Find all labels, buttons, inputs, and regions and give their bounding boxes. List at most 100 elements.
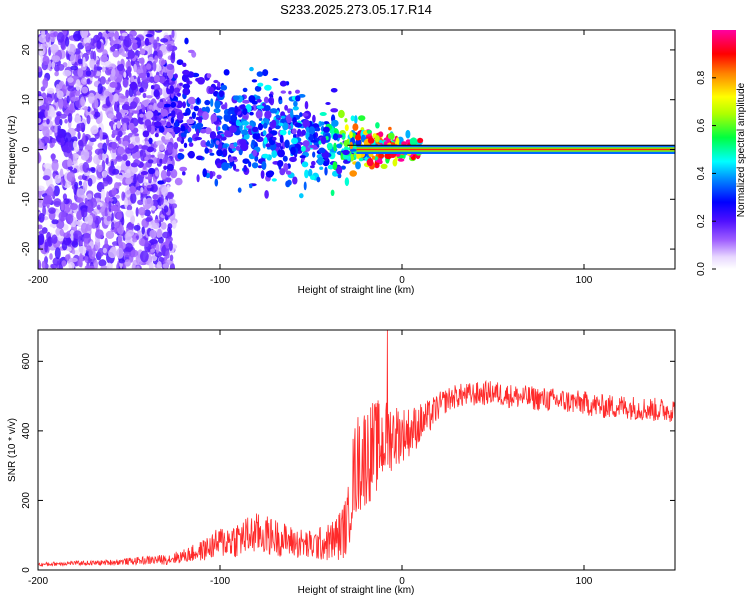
- heatmap-blob: [115, 155, 122, 160]
- heatmap-blob: [168, 241, 173, 252]
- heatmap-blob: [318, 147, 326, 154]
- snr-y-tick-label: 0: [21, 567, 32, 573]
- heatmap-blob: [67, 113, 73, 123]
- heatmap-blob: [135, 135, 140, 143]
- heatmap-blob: [97, 83, 103, 95]
- heatmap-blob: [74, 127, 82, 132]
- heatmap-blob: [70, 53, 76, 65]
- heatmap-blob: [51, 160, 59, 172]
- heatmap-blob: [344, 177, 350, 187]
- heatmap-blob: [176, 136, 182, 142]
- heatmap-blob: [166, 63, 175, 70]
- heatmap-blob: [163, 205, 169, 213]
- heatmap-blob: [62, 202, 71, 214]
- heatmap-blob: [284, 104, 288, 111]
- heatmap-y-tick-label: 20: [21, 44, 32, 56]
- heatmap-blob: [310, 165, 315, 169]
- heatmap-blob: [77, 122, 84, 129]
- heatmap-blob: [137, 76, 141, 85]
- heatmap-blob: [128, 122, 135, 131]
- heatmap-blob: [262, 130, 267, 136]
- heatmap-cells: [38, 30, 675, 269]
- heatmap-blob: [139, 113, 144, 118]
- heatmap-blob: [380, 163, 388, 169]
- heatmap-blob: [299, 155, 306, 159]
- heatmap-blob: [179, 166, 188, 172]
- heatmap-blob: [115, 112, 122, 121]
- heatmap-blob: [58, 211, 67, 222]
- heatmap-blob: [145, 217, 153, 222]
- heatmap-blob: [121, 117, 130, 123]
- heatmap-blob: [50, 106, 56, 118]
- heatmap-blob: [109, 165, 114, 173]
- ridge-band-core: [356, 148, 675, 151]
- heatmap-blob: [68, 262, 75, 269]
- heatmap-blob: [293, 100, 298, 107]
- heatmap-blob: [291, 128, 297, 135]
- heatmap-blob: [304, 101, 309, 110]
- heatmap-blob: [221, 104, 226, 110]
- snr-x-axis-label: Height of straight line (km): [298, 585, 415, 596]
- heatmap-blob: [252, 149, 258, 157]
- heatmap-blob: [367, 137, 375, 144]
- heatmap-blob: [173, 73, 178, 79]
- heatmap-blob: [45, 97, 53, 104]
- heatmap-blob: [48, 207, 56, 214]
- heatmap-blob: [124, 173, 132, 178]
- heatmap-blob: [102, 247, 108, 254]
- heatmap-blob: [301, 129, 306, 136]
- heatmap-blob: [77, 245, 87, 256]
- heatmap-blob: [97, 142, 104, 149]
- heatmap-blob: [257, 82, 264, 87]
- heatmap-blob: [261, 161, 267, 170]
- heatmap-blob: [66, 213, 74, 225]
- heatmap-blob: [214, 100, 221, 109]
- heatmap-blob: [209, 152, 215, 156]
- heatmap-blob: [340, 165, 346, 170]
- heatmap-blob: [132, 237, 138, 243]
- heatmap-blob: [268, 93, 273, 98]
- heatmap-blob: [180, 125, 186, 132]
- heatmap-blob: [74, 115, 82, 124]
- heatmap-blob: [208, 86, 215, 95]
- heatmap-blob: [108, 248, 117, 259]
- snr-panel: -200 -100 0 100 0 200 400 600 Height of straig…: [7, 329, 676, 596]
- heatmap-blob: [153, 84, 161, 92]
- heatmap-blob: [43, 195, 53, 204]
- heatmap-blob: [160, 169, 167, 180]
- heatmap-blob: [149, 229, 157, 239]
- heatmap-blob: [90, 50, 94, 61]
- heatmap-blob: [166, 191, 175, 199]
- heatmap-blob: [53, 198, 62, 208]
- heatmap-blob: [375, 122, 380, 129]
- heatmap-blob: [193, 105, 199, 112]
- heatmap-x-ticks: -200 -100 0 100: [28, 30, 593, 286]
- heatmap-blob: [285, 114, 293, 124]
- heatmap-blob: [94, 111, 101, 118]
- heatmap-blob: [182, 101, 187, 109]
- heatmap-blob: [121, 103, 130, 111]
- heatmap-blob: [63, 236, 72, 246]
- heatmap-blob: [261, 120, 265, 125]
- heatmap-blob: [110, 204, 119, 212]
- heatmap-blob: [300, 112, 309, 117]
- heatmap-x-tick-label: -100: [210, 275, 230, 286]
- heatmap-blob: [145, 110, 154, 119]
- heatmap-blob: [52, 257, 62, 266]
- heatmap-blob: [111, 187, 117, 196]
- heatmap-blob: [87, 205, 93, 214]
- heatmap-blob: [108, 88, 115, 93]
- heatmap-blob: [134, 144, 139, 153]
- heatmap-blob: [150, 154, 155, 158]
- heatmap-blob: [196, 97, 200, 104]
- heatmap-blob: [242, 115, 248, 120]
- heatmap-blob: [342, 149, 350, 156]
- heatmap-blob: [105, 230, 115, 239]
- heatmap-blob: [114, 30, 120, 40]
- colorbar-tick-label: 0.8: [696, 70, 707, 84]
- heatmap-blob: [186, 118, 195, 125]
- heatmap-blob: [67, 158, 72, 167]
- heatmap-blob: [45, 32, 51, 43]
- heatmap-blob: [235, 145, 241, 151]
- heatmap-blob: [187, 49, 195, 54]
